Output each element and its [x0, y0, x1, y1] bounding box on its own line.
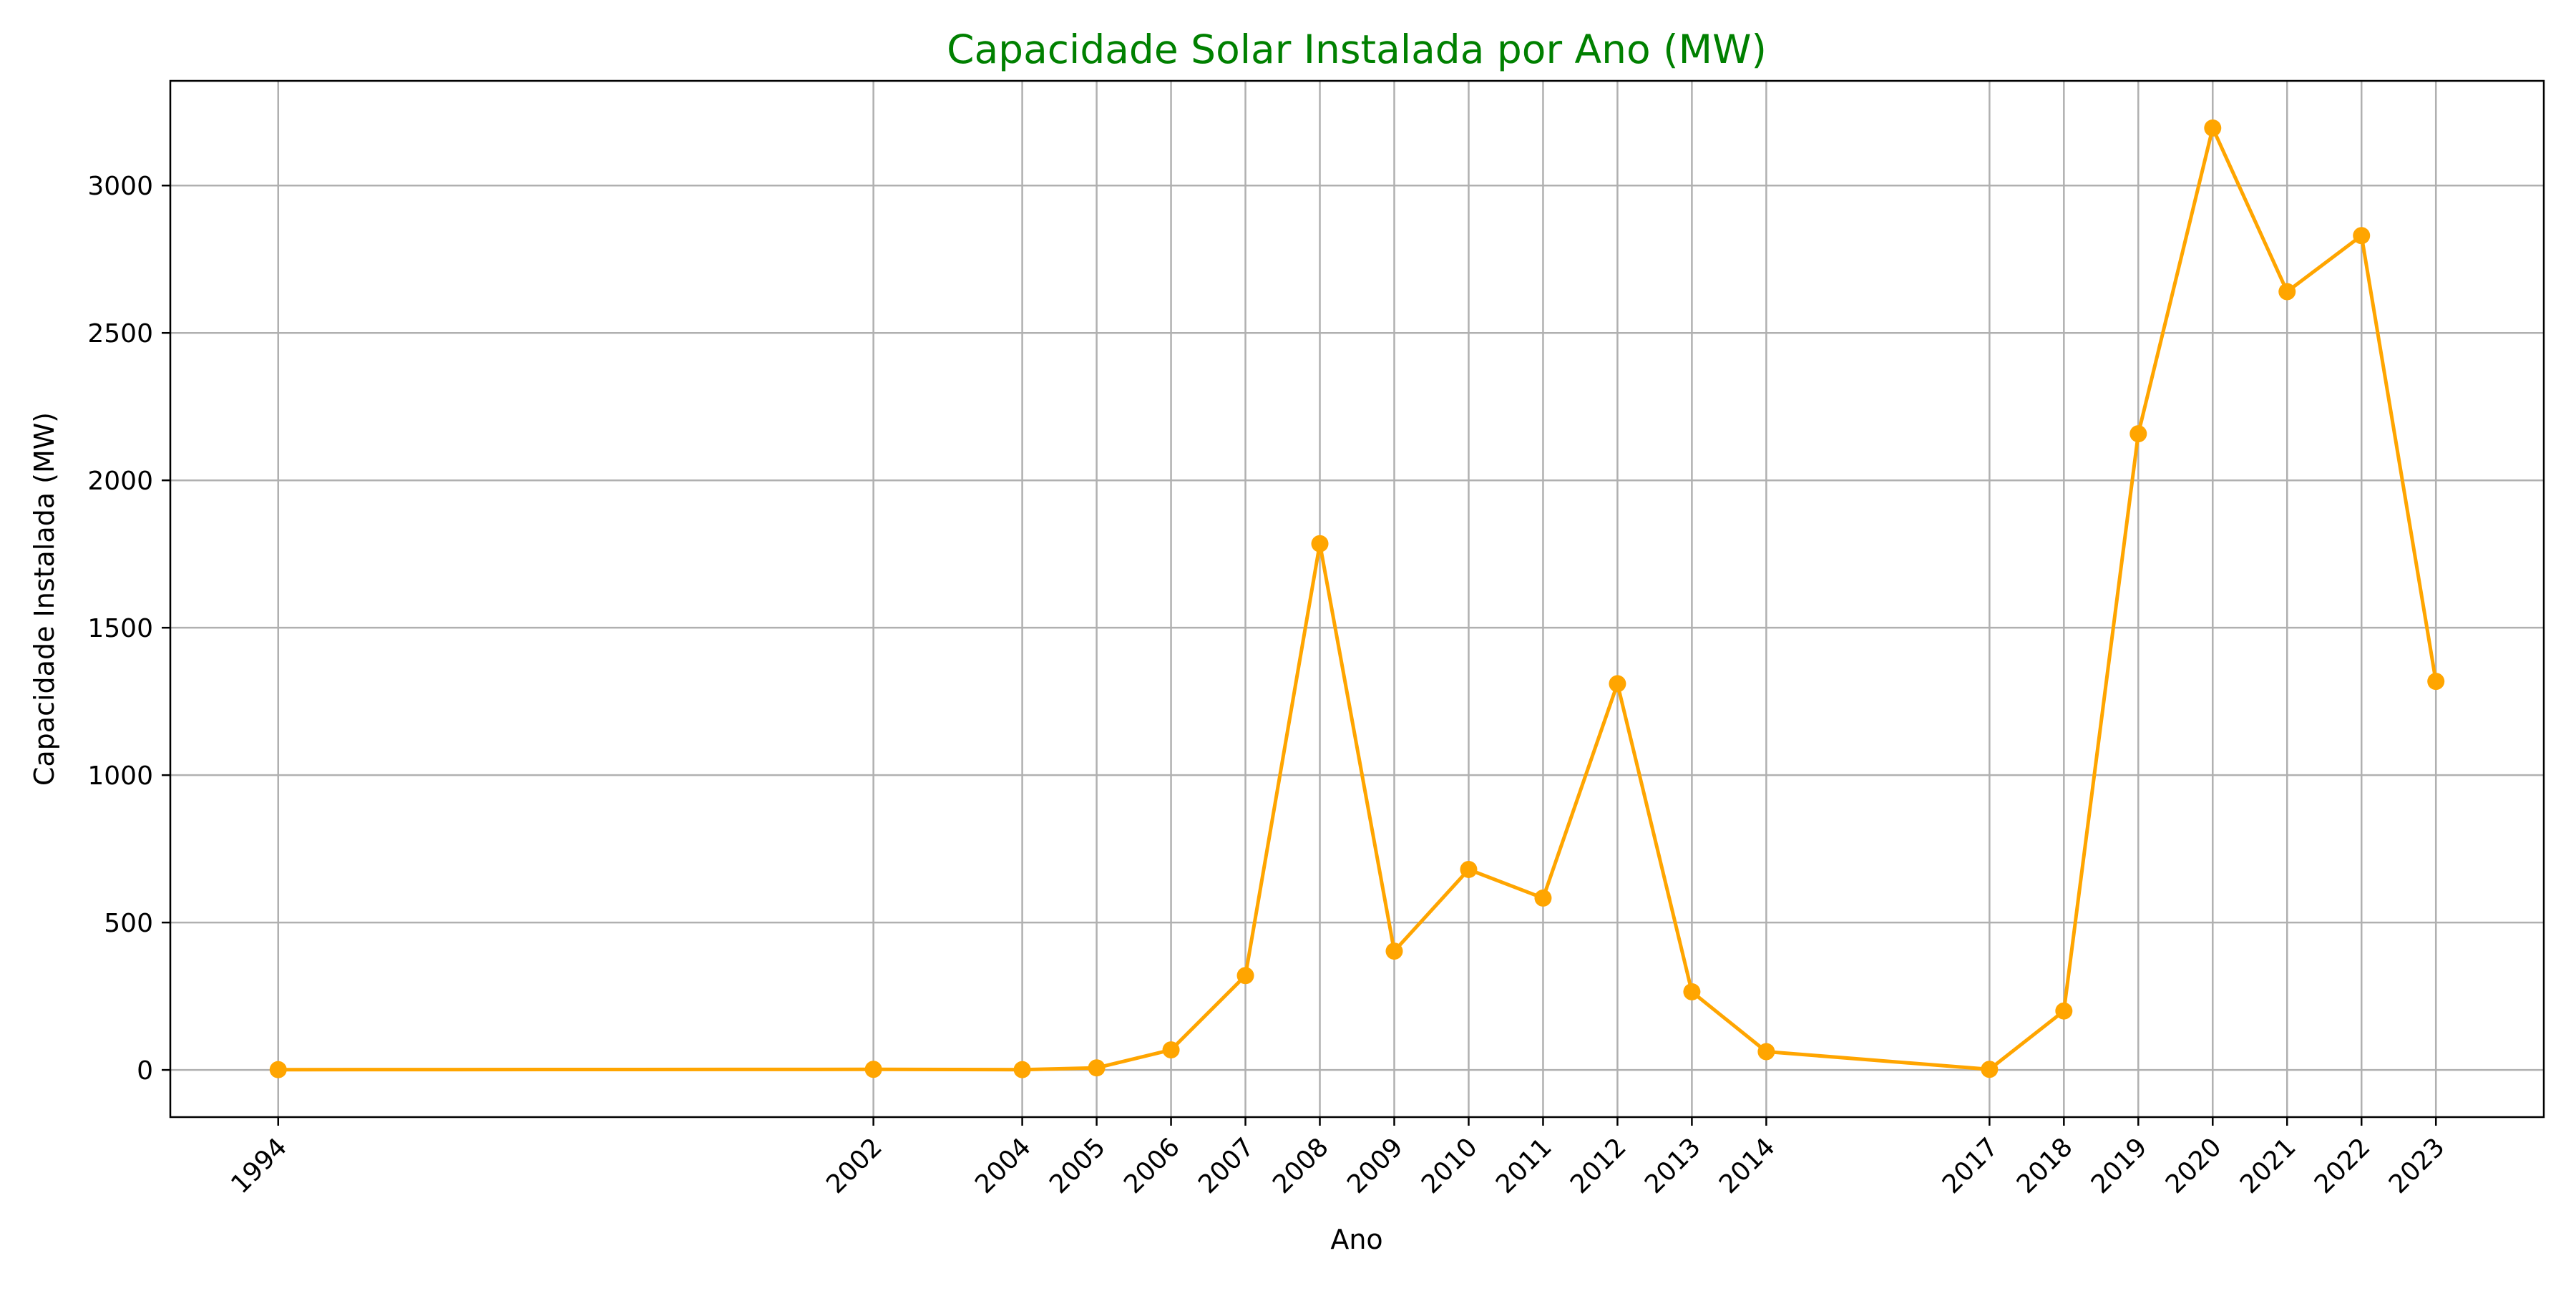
y-tick-label: 2000: [87, 467, 153, 496]
data-point: [2129, 425, 2147, 443]
y-axis-label: Capacidade Instalada (MW): [29, 412, 60, 786]
x-tick-label: 2019: [2086, 1132, 2153, 1199]
x-tick-label: 2004: [970, 1132, 1037, 1199]
data-point: [1683, 983, 1701, 1000]
data-point: [1757, 1043, 1775, 1061]
data-point: [1013, 1061, 1031, 1078]
data-point: [2427, 673, 2445, 691]
x-tick-label: 2010: [1416, 1132, 1483, 1199]
x-axis-label: Ano: [1330, 1224, 1382, 1255]
data-point: [1609, 675, 1626, 693]
data-point: [269, 1061, 287, 1078]
y-tick-label: 1500: [87, 614, 153, 643]
data-point: [2204, 119, 2222, 137]
y-tick-label: 1000: [87, 761, 153, 791]
data-point: [1311, 535, 1329, 552]
x-tick-label: 2018: [2011, 1132, 2079, 1199]
data-point: [1981, 1061, 1999, 1078]
series-layer: [269, 119, 2445, 1078]
grid-lines: [170, 81, 2544, 1117]
x-tick-label: 2011: [1491, 1132, 1558, 1199]
y-tick-label: 500: [104, 909, 153, 938]
data-point: [1385, 942, 1403, 960]
x-tick-label: 2020: [2160, 1132, 2228, 1199]
x-tick-label: 2009: [1342, 1132, 1409, 1199]
x-tick-label: 2002: [821, 1132, 888, 1199]
data-point: [864, 1061, 882, 1078]
x-tick-label: 2014: [1714, 1132, 1781, 1199]
data-point: [1534, 889, 1552, 907]
data-point: [1162, 1041, 1180, 1059]
x-tick-label: 2022: [2309, 1132, 2376, 1199]
x-axis: 1994 2002 2004 2005 2006 2007 2008 2009 2010 2011…: [225, 1117, 2451, 1199]
chart-title: Capacidade Solar Instalada por Ano (MW): [947, 26, 1767, 72]
plot-frame: [169, 79, 2545, 1119]
x-tick-label: 2007: [1193, 1132, 1260, 1199]
x-tick-label: 2021: [2235, 1132, 2302, 1199]
x-tick-label: 1994: [225, 1132, 293, 1199]
data-point: [2055, 1002, 2073, 1020]
x-tick-label: 2012: [1565, 1132, 1632, 1199]
data-point: [1236, 967, 1254, 985]
y-tick-label: 2500: [87, 319, 153, 349]
x-tick-label: 2006: [1118, 1132, 1186, 1199]
y-tick-label: 3000: [87, 172, 153, 201]
x-tick-label: 2005: [1044, 1132, 1111, 1199]
data-point: [1460, 860, 1478, 878]
data-point: [2278, 283, 2296, 301]
x-tick-label: 2023: [2384, 1132, 2451, 1199]
x-tick-label: 2008: [1267, 1132, 1335, 1199]
y-axis: 0 500 1000 1500 2000 2500 3000: [87, 172, 170, 1086]
data-point: [2353, 227, 2371, 245]
y-tick-label: 0: [137, 1056, 153, 1086]
data-point: [1088, 1059, 1106, 1077]
x-tick-label: 2013: [1639, 1132, 1707, 1199]
x-tick-label: 2017: [1937, 1132, 2004, 1199]
series-line: [276, 126, 2438, 1072]
